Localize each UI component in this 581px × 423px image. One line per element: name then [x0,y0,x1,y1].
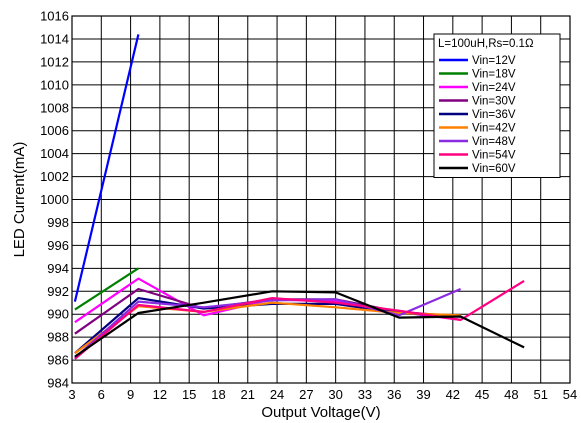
x-tick-label: 24 [270,387,284,402]
y-tick-label: 984 [47,376,69,391]
y-tick-label: 1012 [40,54,69,69]
y-tick-label: 992 [47,284,69,299]
legend-label: Vin=42V [472,123,516,135]
y-tick-label: 998 [47,215,69,230]
series-lines [73,34,525,360]
x-tick-label: 3 [68,387,75,402]
y-tick-label: 988 [47,330,69,345]
series-line-vin-54v [74,279,525,360]
x-tick-label: 39 [416,387,430,402]
x-tick-label: 54 [563,387,577,402]
x-tick-label: 51 [533,387,547,402]
x-tick-label: 21 [241,387,255,402]
legend-label: Vin=24V [472,82,516,94]
legend-label: Vin=54V [472,150,516,162]
legend-label: Vin=48V [472,136,516,148]
series-line-vin-12v [73,34,140,302]
x-tick-label: 27 [299,387,313,402]
y-tick-label: 996 [47,238,69,253]
x-tick-label: 36 [387,387,401,402]
x-tick-label: 12 [153,387,167,402]
y-tick-label: 1008 [40,100,69,115]
x-tick-label: 33 [358,387,372,402]
x-tick-label: 15 [182,387,196,402]
x-tick-label: 30 [328,387,342,402]
y-axis-title: LED Current(mA) [11,142,28,258]
y-tick-label: 1004 [40,146,69,161]
legend-label: Vin=60V [472,163,516,175]
y-tick-label: 994 [47,261,69,276]
x-tick-label: 48 [504,387,518,402]
y-tick-label: 1010 [40,77,69,92]
y-tick-label: 1006 [40,123,69,138]
legend-label: Vin=18V [472,69,516,81]
y-tick-label: 1000 [40,192,69,207]
legend-title: L=100uH,Rs=0.1Ω [438,38,534,50]
y-tick-label: 986 [47,353,69,368]
plot-frame [71,15,571,384]
y-tick-label: 1016 [40,9,69,24]
tick-labels: 3 6 9 12 15 18 21 24 27 30 33 36 39 42 45 48 51 549849869… [40,9,577,403]
x-tick-label: 18 [211,387,225,402]
series-line-vin-18v [74,267,139,311]
x-tick-label: 6 [98,387,105,402]
x-tick-label: 9 [127,387,134,402]
legend-label: Vin=12V [472,55,516,67]
series-line-vin-60v [74,290,525,358]
y-tick-label: 1014 [40,31,69,46]
y-tick-label: 990 [47,307,69,322]
x-tick-label: 42 [446,387,460,402]
x-axis-title: Output Voltage(V) [261,404,380,421]
y-tick-label: 1002 [40,169,69,184]
x-tick-label: 45 [475,387,489,402]
legend-label: Vin=30V [472,96,516,108]
legend-label: Vin=36V [472,109,516,121]
series-line-vin-48v [74,287,462,359]
